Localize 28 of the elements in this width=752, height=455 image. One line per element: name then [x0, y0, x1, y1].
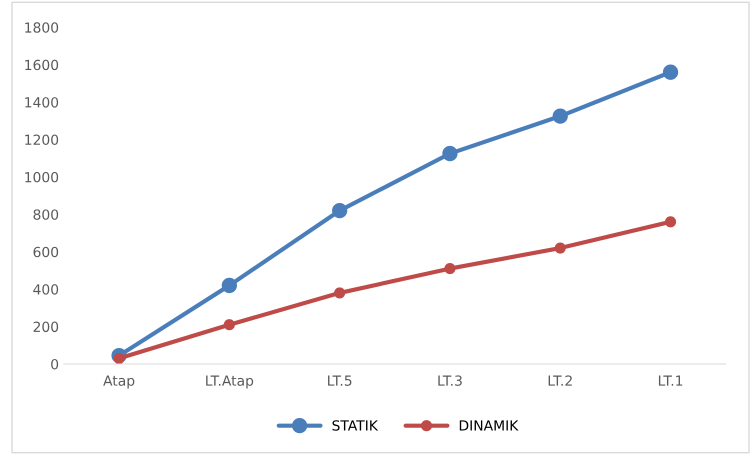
- y-tick-label: 1600: [25, 60, 58, 70]
- x-tick-label: LT.5: [328, 376, 352, 386]
- y-tick-label: 200: [34, 322, 58, 332]
- point: [444, 263, 456, 274]
- x-tick-label: Atap: [103, 376, 134, 389]
- legend-label: DINAMIK: [460, 420, 519, 431]
- x-tick-label: LT.3: [438, 375, 462, 386]
- y-tick-label: 400: [33, 284, 58, 295]
- point: [224, 319, 235, 330]
- x-tick-label: LT.2: [548, 375, 572, 386]
- x-tick-label: LT.Atap: [206, 376, 254, 389]
- legend-label: STATIK: [332, 420, 378, 431]
- point: [662, 64, 678, 80]
- point: [552, 108, 568, 124]
- y-tick-label: 0: [51, 358, 58, 370]
- y-tick-label: 600: [34, 246, 58, 258]
- point: [334, 287, 346, 298]
- y-tick-label: 1000: [25, 172, 58, 182]
- y-tick-label: 1200: [25, 134, 58, 146]
- point: [554, 242, 566, 254]
- y-tick-label: 1400: [25, 97, 58, 108]
- x-tick-label: LT.1: [658, 376, 682, 386]
- y-tick-label: 800: [33, 209, 58, 220]
- y-tick-label: 1800: [25, 22, 58, 33]
- point: [664, 216, 676, 228]
- point: [332, 202, 348, 218]
- point: [442, 146, 458, 162]
- point: [222, 278, 237, 294]
